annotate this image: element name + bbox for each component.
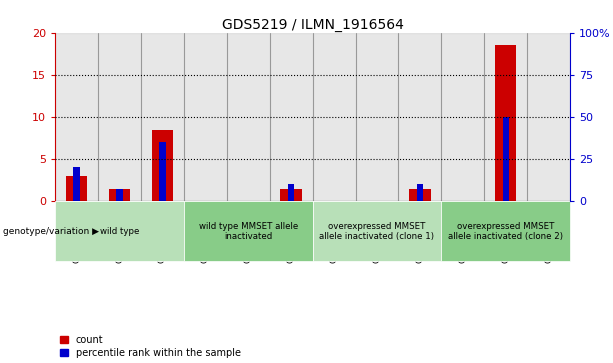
Bar (184, 33, 227, 201)
Bar (152, 130, 173, 201)
Bar (116, 188, 123, 201)
Bar (98, 33, 141, 201)
Bar (55, 33, 98, 201)
Bar (55, 201, 184, 261)
Text: overexpressed MMSET
allele inactivated (clone 1): overexpressed MMSET allele inactivated (… (319, 221, 435, 241)
Bar (441, 201, 570, 261)
Text: genotype/variation ▶: genotype/variation ▶ (3, 227, 99, 236)
Bar (484, 33, 527, 201)
Bar (398, 33, 441, 201)
Bar (159, 142, 166, 201)
Text: wild type: wild type (100, 227, 139, 236)
Bar (227, 33, 270, 201)
Bar (66, 176, 87, 201)
Bar (313, 33, 356, 201)
Bar (527, 33, 570, 201)
Bar (495, 45, 517, 201)
Bar (74, 167, 80, 201)
Bar (184, 201, 313, 261)
Bar (441, 33, 484, 201)
Bar (281, 188, 302, 201)
Bar (313, 201, 441, 261)
Legend: count, percentile rank within the sample: count, percentile rank within the sample (60, 335, 240, 358)
Bar (141, 33, 184, 201)
Bar (503, 117, 509, 201)
Bar (356, 33, 398, 201)
Text: wild type MMSET allele
inactivated: wild type MMSET allele inactivated (199, 221, 298, 241)
Text: overexpressed MMSET
allele inactivated (clone 2): overexpressed MMSET allele inactivated (… (448, 221, 563, 241)
Bar (417, 184, 423, 201)
Bar (270, 33, 313, 201)
Title: GDS5219 / ILMN_1916564: GDS5219 / ILMN_1916564 (222, 18, 403, 32)
Bar (288, 184, 294, 201)
Bar (409, 188, 430, 201)
Bar (109, 188, 131, 201)
